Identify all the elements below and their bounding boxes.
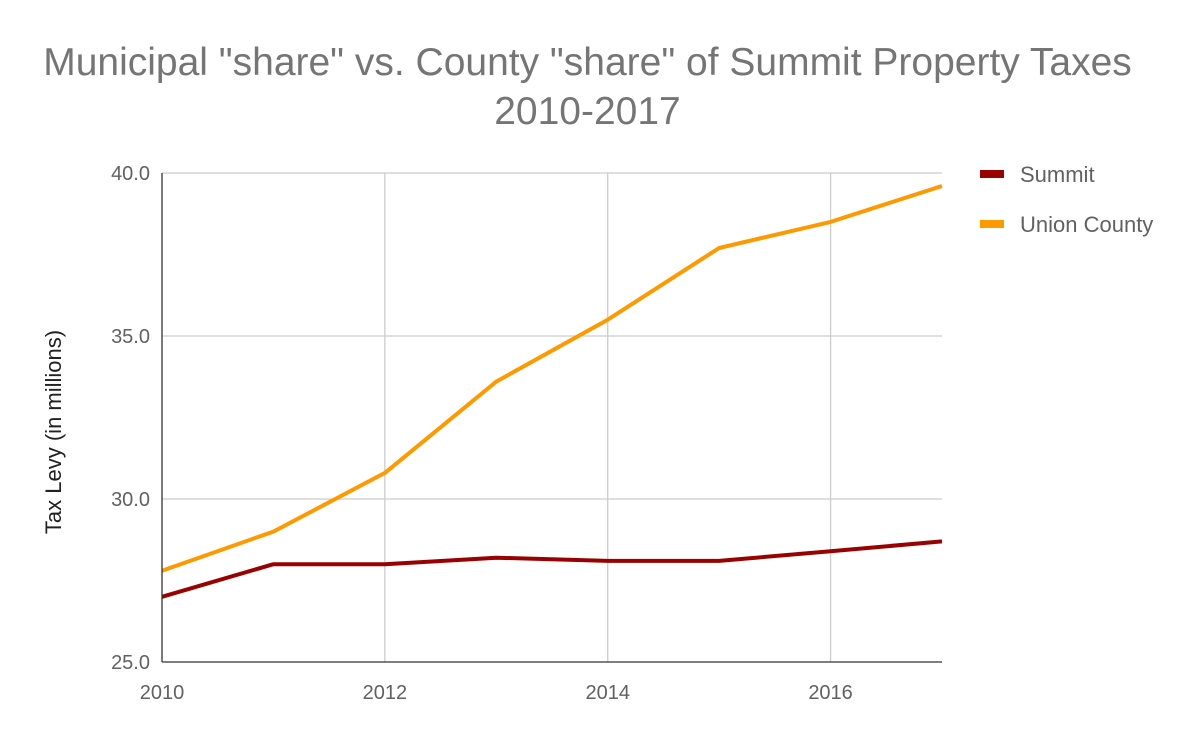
chart-title-line-1: Municipal "share" vs. County "share" of … <box>43 41 1132 84</box>
series-line-summit <box>161 539 943 599</box>
legend: Summit Union County <box>980 162 1153 237</box>
legend-label: Union County <box>1020 212 1153 237</box>
legend-swatch <box>980 220 1004 228</box>
series-line-union-county <box>161 184 943 573</box>
y-tick-label: 30.0 <box>111 489 150 511</box>
x-tick-label: 2010 <box>140 682 185 704</box>
y-tick-label: 40.0 <box>111 163 150 185</box>
legend-item-summit: Summit <box>980 162 1095 187</box>
y-tick-label: 25.0 <box>111 652 150 674</box>
x-tick-label: 2014 <box>585 682 630 704</box>
legend-swatch <box>980 170 1004 178</box>
series-lines <box>161 184 943 599</box>
chart-title: Municipal "share" vs. County "share" of … <box>0 38 1175 136</box>
legend-label: Summit <box>1020 162 1095 187</box>
grid <box>162 172 942 662</box>
y-tick-label: 35.0 <box>111 326 150 348</box>
axes: 25.0 30.0 35.0 40.0 2010 2012 2014 2016 <box>111 163 942 704</box>
y-axis-title: Tax Levy (in millions) <box>41 330 66 534</box>
chart-title-line-2: 2010-2017 <box>494 90 681 133</box>
x-tick-label: 2016 <box>808 682 853 704</box>
x-tick-label: 2012 <box>363 682 408 704</box>
legend-item-union-county: Union County <box>980 212 1153 237</box>
